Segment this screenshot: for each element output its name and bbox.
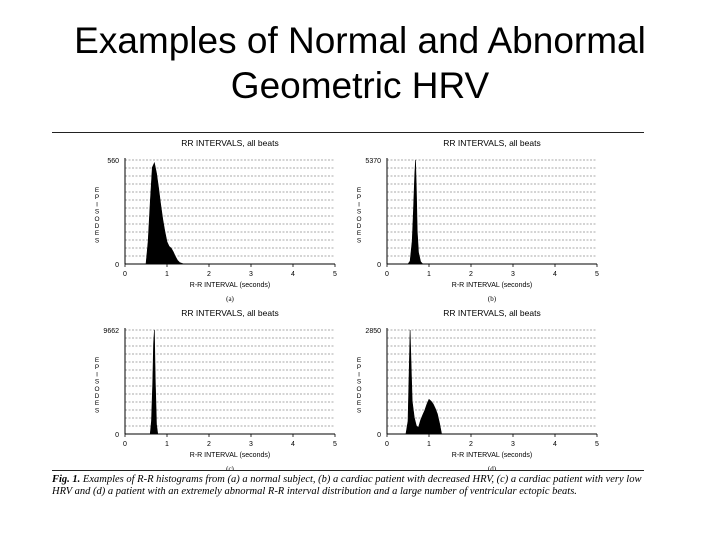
y-axis-label-letter: I — [358, 371, 360, 378]
slide-title-line-1: Examples of Normal and Abnormal — [74, 20, 646, 61]
figure-top-rule — [52, 132, 644, 133]
y-axis-label-letter: E — [357, 400, 362, 407]
x-tick-label: 5 — [333, 441, 337, 448]
y-tick-label: 0 — [377, 432, 381, 439]
x-tick-label: 1 — [165, 441, 169, 448]
y-axis-label-letter: D — [357, 223, 362, 230]
x-tick-label: 2 — [207, 271, 211, 278]
x-tick-label: 0 — [123, 271, 127, 278]
x-tick-label: 3 — [249, 441, 253, 448]
y-axis-label-letter: E — [95, 400, 100, 407]
x-tick-label: 4 — [553, 441, 557, 448]
x-tick-label: 5 — [595, 271, 599, 278]
y-axis-label-letter: S — [357, 379, 362, 386]
y-tick-label: 560 — [107, 158, 119, 165]
caption-label: Fig. 1. — [52, 474, 81, 485]
x-axis-label: R-R INTERVAL (seconds) — [190, 282, 270, 289]
x-tick-label: 3 — [249, 271, 253, 278]
y-axis-label-letter: E — [357, 187, 362, 194]
panel-title: RR INTERVALS, all beats — [181, 138, 278, 148]
x-tick-label: 4 — [553, 271, 557, 278]
y-axis-label-letter: E — [95, 187, 100, 194]
y-axis-label-letter: S — [357, 209, 362, 216]
histogram-area — [407, 159, 424, 265]
x-tick-label: 5 — [333, 271, 337, 278]
x-tick-label: 2 — [469, 271, 473, 278]
x-tick-label: 3 — [511, 441, 515, 448]
panel-label: (a) — [226, 295, 234, 303]
y-axis-label-letter: S — [357, 237, 362, 244]
y-tick-label: 0 — [377, 262, 381, 269]
y-axis-label-letter: S — [95, 379, 100, 386]
y-axis-label-letter: O — [94, 386, 99, 393]
y-axis-label-letter: P — [357, 364, 361, 371]
x-axis-label: R-R INTERVAL (seconds) — [452, 452, 532, 459]
y-tick-label: 0 — [115, 262, 119, 269]
panel-title: RR INTERVALS, all beats — [443, 138, 540, 148]
y-axis-label-letter: S — [95, 407, 100, 414]
histogram-area — [149, 329, 159, 435]
x-axis-label: R-R INTERVAL (seconds) — [190, 452, 270, 459]
x-tick-label: 1 — [427, 441, 431, 448]
x-tick-label: 2 — [469, 441, 473, 448]
y-axis-label-letter: E — [357, 357, 362, 364]
figure-bottom-rule — [52, 470, 644, 471]
y-tick-label: 0 — [115, 432, 119, 439]
y-axis-label-letter: P — [95, 194, 99, 201]
y-axis-label-letter: D — [95, 393, 100, 400]
y-axis-label-letter: I — [358, 201, 360, 208]
y-tick-label: 9662 — [103, 328, 119, 335]
panel-label: (b) — [488, 295, 497, 303]
panel-label: (d) — [488, 465, 497, 470]
y-axis-label-letter: D — [95, 223, 100, 230]
slide-title: Examples of Normal and Abnormal Geometri… — [0, 18, 720, 108]
x-tick-label: 0 — [123, 441, 127, 448]
y-axis-label-letter: E — [95, 230, 100, 237]
y-axis-label-letter: O — [356, 216, 361, 223]
y-axis-label-letter: E — [357, 230, 362, 237]
y-axis-label-letter: P — [357, 194, 361, 201]
x-tick-label: 1 — [427, 271, 431, 278]
histogram-area — [145, 161, 184, 265]
figure-caption: Fig. 1. Examples of R-R histograms from … — [52, 474, 652, 497]
y-axis-label-letter: S — [95, 209, 100, 216]
y-axis-label-letter: D — [357, 393, 362, 400]
x-tick-label: 5 — [595, 441, 599, 448]
panel-label: (c) — [226, 465, 234, 470]
y-tick-label: 2850 — [365, 328, 381, 335]
panel-title: RR INTERVALS, all beats — [443, 308, 540, 318]
slide-title-line-2: Geometric HRV — [230, 65, 490, 106]
y-tick-label: 5370 — [365, 158, 381, 165]
caption-text: Examples of R-R histograms from (a) a no… — [52, 474, 642, 497]
x-axis-label: R-R INTERVAL (seconds) — [452, 282, 532, 289]
x-tick-label: 2 — [207, 441, 211, 448]
x-tick-label: 0 — [385, 271, 389, 278]
y-axis-label-letter: O — [94, 216, 99, 223]
x-tick-label: 4 — [291, 271, 295, 278]
y-axis-label-letter: I — [96, 201, 98, 208]
panel-title: RR INTERVALS, all beats — [181, 308, 278, 318]
x-tick-label: 1 — [165, 271, 169, 278]
y-axis-label-letter: I — [96, 371, 98, 378]
y-axis-label-letter: S — [357, 407, 362, 414]
x-tick-label: 4 — [291, 441, 295, 448]
x-tick-label: 3 — [511, 271, 515, 278]
y-axis-label-letter: E — [95, 357, 100, 364]
y-axis-label-letter: O — [356, 386, 361, 393]
x-tick-label: 0 — [385, 441, 389, 448]
y-axis-label-letter: P — [95, 364, 99, 371]
y-axis-label-letter: S — [95, 237, 100, 244]
histogram-area — [405, 329, 442, 435]
